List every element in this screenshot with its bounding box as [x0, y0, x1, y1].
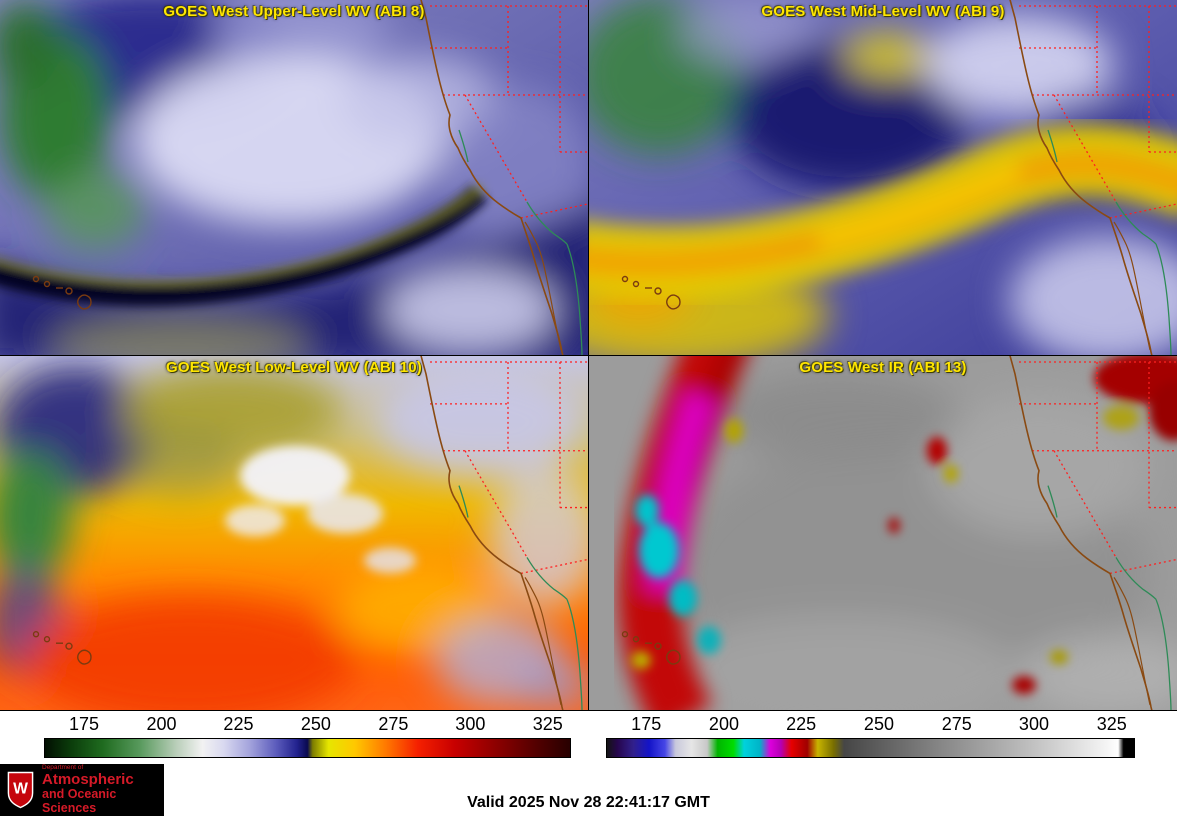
ir-imagery: [589, 356, 1177, 710]
colorbar-tick-label: 250: [863, 714, 894, 734]
colorbar-tick-label: 275: [378, 714, 409, 734]
satellite-imagery-art: [0, 365, 588, 710]
logo-line-oceanic: and Oceanic Sciences: [42, 787, 117, 815]
valid-time: Valid 2025 Nov 28 22:41:17 GMT: [467, 794, 710, 811]
colorbar-tick-label: 300: [1018, 714, 1049, 734]
panel-title-ir: GOES West IR (ABI 13): [799, 359, 967, 376]
logo-line-dept: Department of: [42, 764, 84, 772]
panel-mid-level-wv: GOES West Mid-Level WV (ABI 9): [589, 0, 1177, 355]
wv-colorbar-ticks: 175 200 225 250 275 300 325: [44, 713, 571, 738]
colorbar-tick-label: 300: [455, 714, 486, 734]
colorbar-tick-label: 225: [223, 714, 254, 734]
colorbar-tick-label: 275: [941, 714, 972, 734]
mid-level-wv-imagery: [589, 0, 1177, 355]
aos-logo: W Department of Atmospheric and Oceanic …: [0, 764, 164, 816]
uw-crest-icon: W: [7, 771, 34, 809]
panel-title-upper-wv: GOES West Upper-Level WV (ABI 8): [163, 3, 425, 20]
panel-ir: GOES West IR (ABI 13): [589, 356, 1177, 710]
wv-colorbar-gradient: [44, 738, 571, 758]
colorbar-tick-label: 225: [786, 714, 817, 734]
panel-low-level-wv: GOES West Low-Level WV (ABI 10): [0, 356, 588, 710]
low-level-wv-imagery: [0, 356, 588, 710]
panel-title-mid-wv: GOES West Mid-Level WV (ABI 9): [761, 3, 1005, 20]
satellite-imagery-art: [659, 370, 1177, 710]
colorbar-tick-label: 175: [631, 714, 662, 734]
colorbar-tick-label: 250: [300, 714, 331, 734]
colorbar-tick-label: 325: [532, 714, 563, 734]
ir-colorbar-gradient: [606, 738, 1135, 758]
satellite-imagery-art: [0, 0, 588, 355]
colorbar-tick-label: 325: [1096, 714, 1127, 734]
ir-colorbar-ticks: 175 200 225 250 275 300 325: [606, 713, 1135, 738]
footer: W Department of Atmospheric and Oceanic …: [0, 762, 1177, 819]
crest-letter: W: [13, 781, 28, 798]
satellite-imagery-art: [589, 0, 1177, 355]
panel-title-low-wv: GOES West Low-Level WV (ABI 10): [166, 359, 422, 376]
colorbar-tick-label: 175: [69, 714, 100, 734]
panel-upper-level-wv: GOES West Upper-Level WV (ABI 8): [0, 0, 588, 355]
satellite-quad-view: GOES West Upper-Level WV (ABI 8): [0, 0, 1177, 711]
wv-colorbar: 175 200 225 250 275 300 325: [44, 713, 571, 758]
colorbar-section: 175 200 225 250 275 300 325 175 200 225 250 275 300…: [0, 711, 1177, 762]
logo-line-atmospheric: Atmospheric: [42, 770, 134, 788]
ir-colorbar: 175 200 225 250 275 300 325: [606, 713, 1135, 758]
colorbar-tick-label: 200: [708, 714, 739, 734]
colorbar-tick-label: 200: [146, 714, 177, 734]
aos-logo-text: Department of Atmospheric and Oceanic Sc…: [42, 764, 158, 815]
upper-level-wv-imagery: [0, 0, 588, 355]
